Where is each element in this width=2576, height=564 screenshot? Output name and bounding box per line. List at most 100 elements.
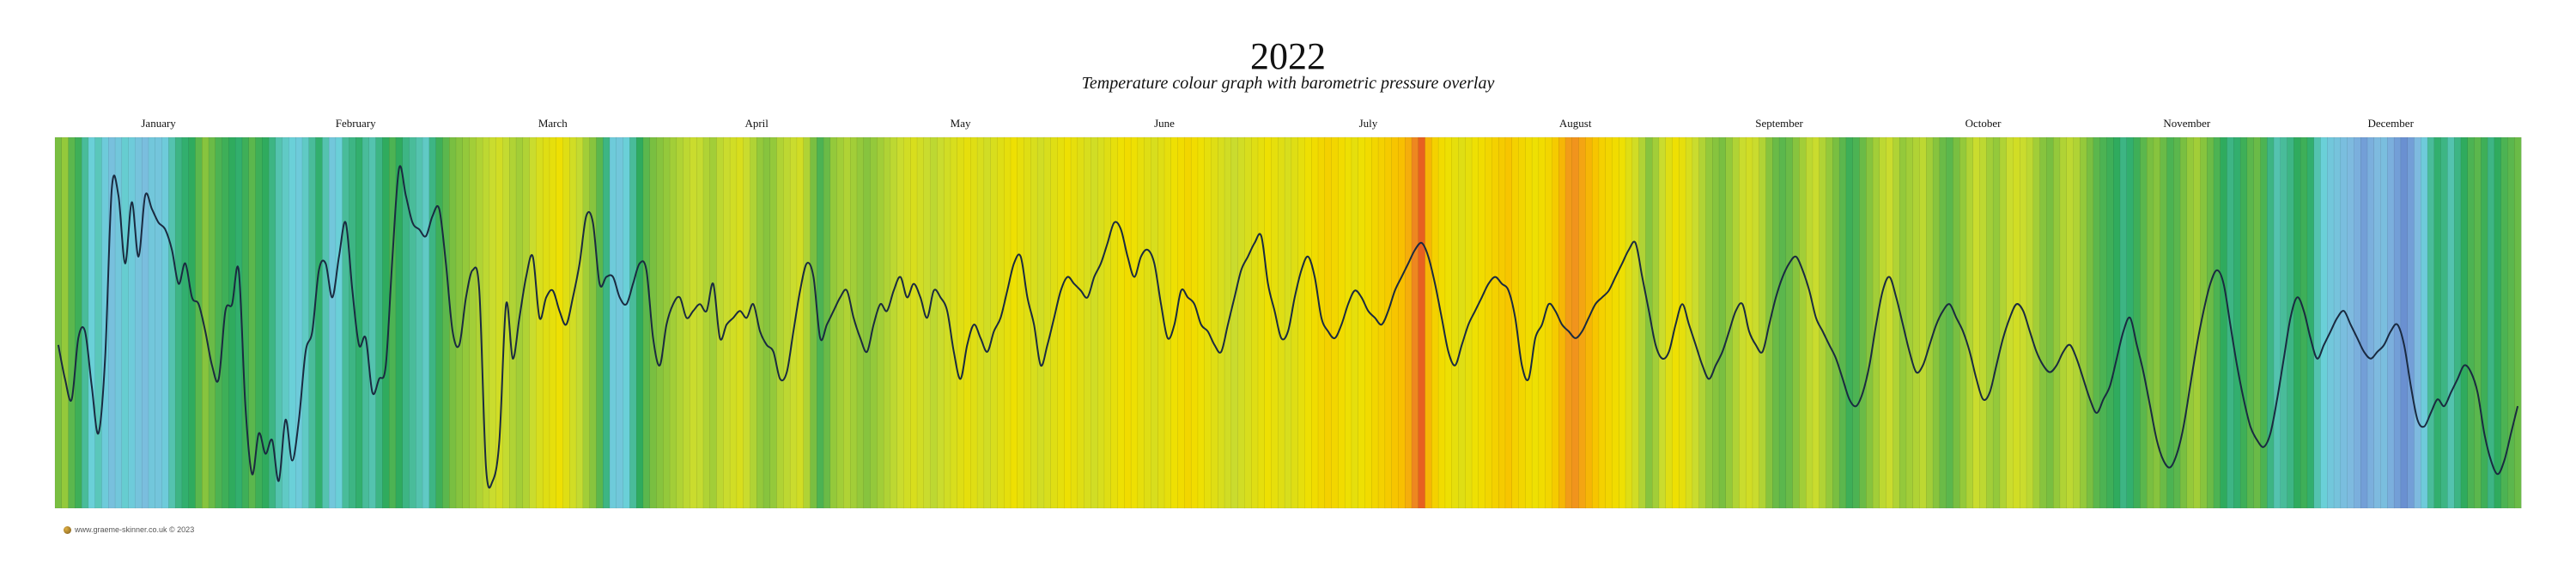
day-bar [228,136,236,509]
day-bar [1317,136,1326,509]
day-bar [1024,136,1031,509]
day-bar [1411,136,1419,509]
day-bar [2280,136,2288,509]
day-bar [1785,136,1794,509]
day-bar [542,136,550,509]
day-bar [2427,136,2435,509]
day-bar [916,136,925,509]
day-bar [1177,136,1185,509]
day-bar [549,136,557,509]
day-bar [1866,136,1874,509]
day-bar [863,136,872,509]
day-bar [709,136,718,509]
day-bar [2380,136,2388,509]
day-bar [683,136,690,509]
day-bar [1250,136,1259,509]
day-bar [676,136,684,509]
day-bar [937,136,945,509]
day-bar [2013,136,2020,509]
day-bar [1351,136,1359,509]
day-bar [2507,136,2515,509]
day-bar [596,136,604,509]
day-bar [1103,136,1112,509]
day-bar [482,136,490,509]
day-bar [1778,136,1787,509]
day-bar [1893,136,1900,509]
day-bar [623,136,630,509]
day-bar [161,136,169,509]
day-bar [416,136,423,509]
day-bar [1405,136,1413,509]
day-bar [656,136,664,509]
month-label: November [2163,117,2211,130]
day-bar [469,136,477,509]
day-bar [890,136,898,509]
day-bar [1230,136,1239,509]
day-bar [2086,136,2094,509]
day-bar [2080,136,2087,509]
day-bar [2113,136,2121,509]
day-bar [188,136,196,509]
day-bar [1705,136,1713,509]
day-bar [462,136,471,509]
day-bar [1819,136,1827,509]
day-bar [702,136,711,509]
day-bar [1364,136,1372,509]
day-bar [455,136,464,509]
day-bar [642,136,651,509]
day-bar [1591,136,1600,509]
day-bar [729,136,738,509]
day-bar [509,136,517,509]
day-bar [2373,136,2382,509]
day-bar [75,136,82,509]
day-bar [2267,136,2275,509]
day-bar [155,136,163,509]
day-bar [589,136,597,509]
day-bar [2106,136,2114,509]
day-bar [2099,136,2107,509]
day-bar [409,136,416,509]
day-bar [957,136,965,509]
day-bar [2400,136,2409,509]
day-bar [1959,136,1967,509]
day-bar [1939,136,1947,509]
month-labels: January February March April May June July Augu… [141,117,2414,130]
day-bar [1304,136,1312,509]
day-bar [556,136,564,509]
day-bar [1371,136,1379,509]
day-bar [1391,136,1399,509]
day-bar [903,136,911,509]
day-bar [1218,136,1225,509]
day-bar [1358,136,1365,509]
day-bar [101,136,109,509]
day-bar [476,136,483,509]
day-bar [61,136,70,509]
day-bar [776,136,784,509]
day-bar [616,136,624,509]
day-bar [68,136,76,509]
day-bar [603,136,611,509]
day-bar [1204,136,1212,509]
day-bar [983,136,992,509]
month-label: June [1154,117,1175,130]
day-bar [1598,136,1607,509]
day-bar [1772,136,1780,509]
day-bar [2246,136,2255,509]
day-bar [1679,136,1686,509]
day-bar [736,136,744,509]
day-bar [1425,136,1432,509]
day-bar [1004,136,1012,509]
day-bar [1485,136,1492,509]
day-bar [609,136,617,509]
day-bar [2474,136,2482,509]
day-bar [1077,136,1085,509]
day-bar [1946,136,1953,509]
day-bar [2093,136,2101,509]
day-bar [803,136,811,509]
day-bar [442,136,450,509]
day-bars [54,136,2522,509]
day-bar [1036,136,1045,509]
day-bar [629,136,637,509]
day-bar [1050,136,1058,509]
day-bar [723,136,731,509]
